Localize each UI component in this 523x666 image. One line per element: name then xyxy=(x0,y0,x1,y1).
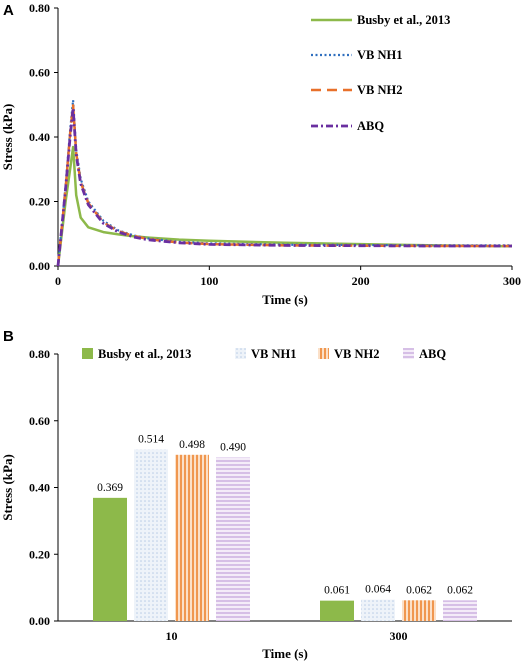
panel-b-y-tick-label: 0.00 xyxy=(29,614,50,628)
panel-b-y-tick-label: 0.40 xyxy=(29,481,50,495)
panel-a-y-tick-label: 0.40 xyxy=(29,130,50,144)
panel-a-series-line-1 xyxy=(56,145,513,267)
panel-b-bar xyxy=(361,599,395,621)
panel-a-legend-label: VB NH1 xyxy=(357,48,403,62)
panel-b-x-ticks: 10 300 xyxy=(166,629,408,643)
panel-b-x-tick-label: 10 xyxy=(166,629,178,643)
panel-b-label: B xyxy=(3,328,14,345)
panel-a-series-lines xyxy=(56,99,513,267)
panel-a-legend-label: VB NH2 xyxy=(357,83,403,97)
panel-b-data-label: 0.498 xyxy=(179,439,205,451)
panel-b-data-label: 0.369 xyxy=(97,482,123,494)
panel-b-y-tick-label: 0.80 xyxy=(29,347,50,361)
panel-a-legend: Busby et al., 2013 VB NH1 VB NH2 ABQ xyxy=(311,13,450,133)
panel-b-bar xyxy=(134,449,168,621)
panel-b-data-label: 0.062 xyxy=(447,584,473,596)
panel-b-bar xyxy=(216,457,250,621)
panel-a-y-axis-title: Stress (kPa) xyxy=(0,104,15,171)
panel-b-y-ticks: 0.00 0.20 0.40 0.60 0.80 xyxy=(29,347,58,628)
panel-a-x-ticks: 0 100 200 300 xyxy=(55,266,521,288)
panel-b-data-label: 0.490 xyxy=(220,441,246,453)
panel-b-legend-swatch xyxy=(235,348,246,359)
panel-b-bar xyxy=(320,600,354,621)
panel-a-x-axis-title: Time (s) xyxy=(262,292,308,307)
panel-a-series-line-4 xyxy=(56,106,512,267)
panel-b-bar xyxy=(443,600,477,621)
panel-a-x-tick-label: 300 xyxy=(503,274,521,288)
panel-b-legend-label: VB NH2 xyxy=(334,347,380,361)
panel-b-y-axis-title: Stress (kPa) xyxy=(0,454,15,521)
panel-a-x-tick-label: 0 xyxy=(55,274,61,288)
panel-b-legend-label: Busby et al., 2013 xyxy=(98,347,191,361)
panel-a-y-ticks: 0.00 0.20 0.40 0.60 0.80 xyxy=(29,1,58,273)
panel-b-legend-swatch xyxy=(403,348,414,359)
panel-b-bars: 0.369 0.514 0.498 0.490 0.061 0.064 0.062 0.062 xyxy=(93,433,477,621)
panel-b-legend: Busby et al., 2013 VB NH1 VB NH2 ABQ xyxy=(82,347,446,361)
panel-b-y-tick-label: 0.20 xyxy=(29,547,50,561)
panel-b-legend-label: VB NH1 xyxy=(251,347,297,361)
panel-b-y-tick-label: 0.60 xyxy=(29,414,50,428)
panel-b-legend-label: ABQ xyxy=(419,347,446,361)
panel-a-x-tick-label: 100 xyxy=(200,274,218,288)
panel-b-legend-swatch xyxy=(318,348,329,359)
panel-b-data-label: 0.062 xyxy=(406,584,432,596)
panel-a-y-tick-label: 0.20 xyxy=(29,195,50,209)
panel-b-bar xyxy=(175,454,209,621)
panel-a-x-tick-label: 200 xyxy=(352,274,370,288)
panel-b-data-label: 0.514 xyxy=(138,433,164,445)
panel-a-y-tick-label: 0.80 xyxy=(29,1,50,15)
panel-a-legend-label: Busby et al., 2013 xyxy=(357,13,450,27)
panel-b-bar xyxy=(402,600,436,621)
panel-b-x-tick-label: 300 xyxy=(390,629,408,643)
panel-a-label: A xyxy=(3,2,14,19)
panel-b-data-label: 0.064 xyxy=(365,584,391,596)
panel-b-bar-chart: 0.00 0.20 0.40 0.60 0.80 10 300 0.369 0.514 0.4… xyxy=(0,347,512,661)
panel-a-legend-label: ABQ xyxy=(357,119,384,133)
panel-a-y-tick-label: 0.00 xyxy=(29,259,50,273)
panel-b-legend-swatch xyxy=(82,348,93,359)
panel-b-x-axis-title: Time (s) xyxy=(262,646,308,661)
panel-a-series-line-2 xyxy=(56,99,512,267)
panel-a-line-chart: 0.00 0.20 0.40 0.60 0.80 0 100 200 300 Busby et… xyxy=(0,1,521,307)
panel-a-y-tick-label: 0.60 xyxy=(29,66,50,80)
panel-b-bar xyxy=(93,497,127,621)
panel-b-data-label: 0.061 xyxy=(324,585,350,597)
